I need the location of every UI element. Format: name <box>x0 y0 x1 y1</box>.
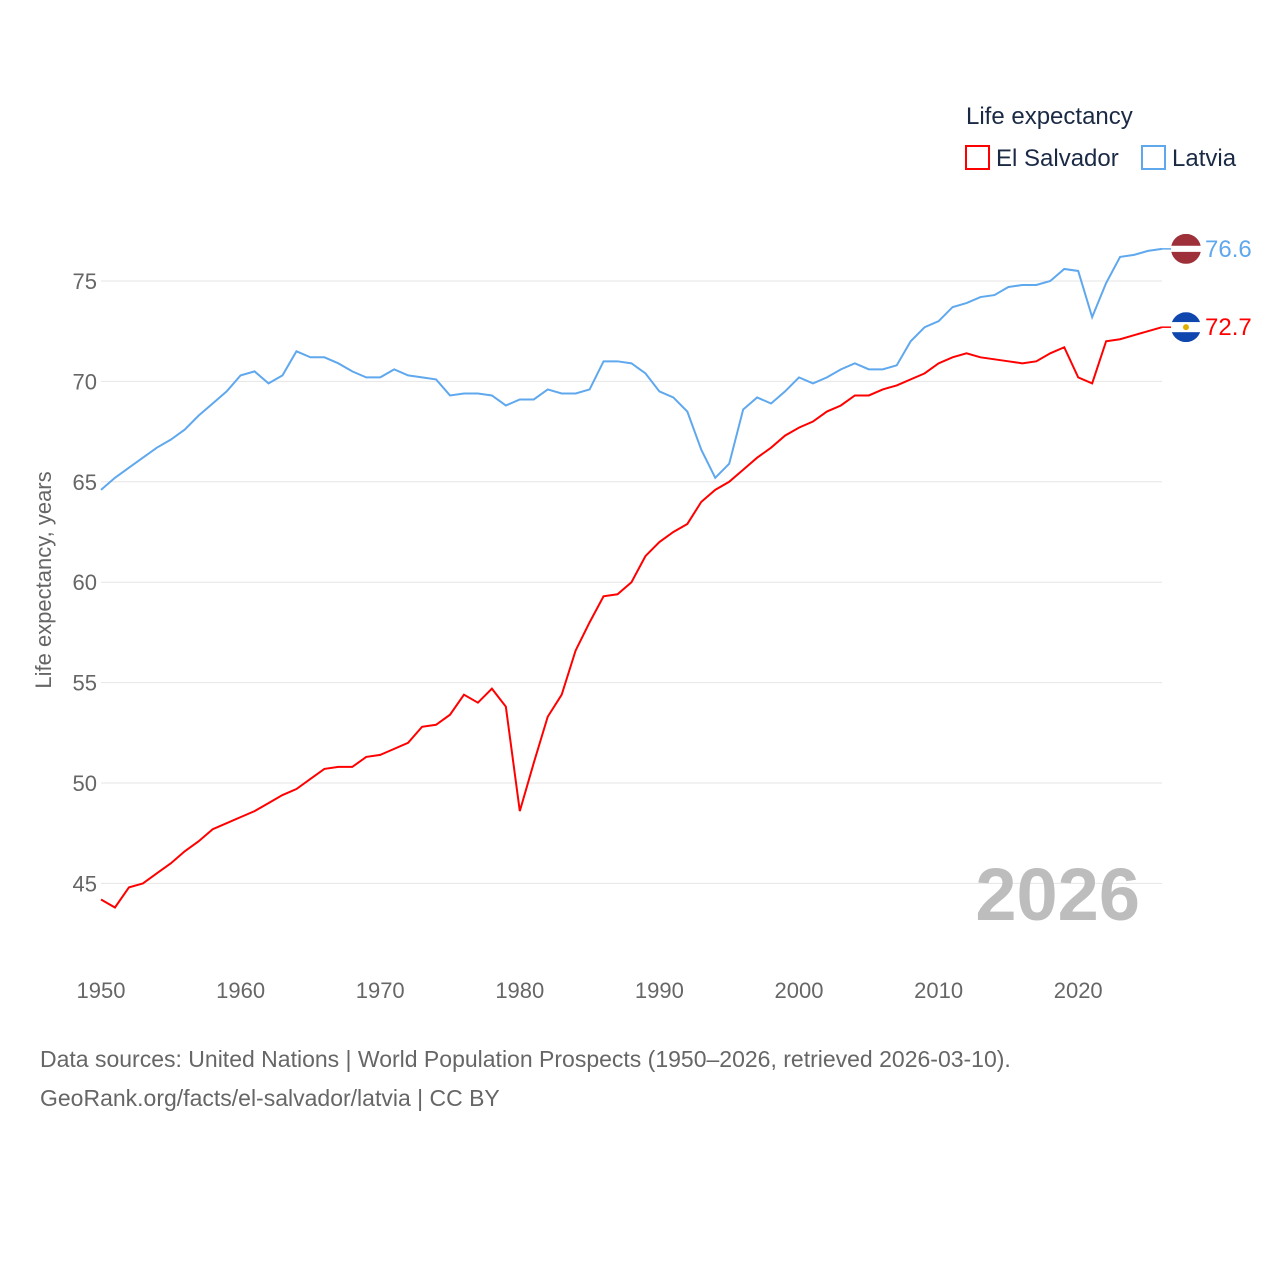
y-tick-label: 75 <box>73 269 97 294</box>
end-value-label: 76.6 <box>1205 236 1252 263</box>
y-tick-label: 65 <box>73 470 97 495</box>
year-watermark: 2026 <box>975 853 1140 936</box>
x-tick-label: 2010 <box>914 978 963 1003</box>
x-tick-label: 1990 <box>635 978 684 1003</box>
x-tick-label: 1950 <box>77 978 126 1003</box>
end-value-label: 72.7 <box>1205 314 1252 341</box>
source-link[interactable]: GeoRank.org/facts/el-salvador/latvia | C… <box>40 1085 500 1111</box>
y-tick-label: 50 <box>73 771 97 796</box>
y-tick-label: 70 <box>73 369 97 394</box>
legend-label-latvia: Latvia <box>1172 145 1237 172</box>
source-note: Data sources: United Nations | World Pop… <box>40 1046 1011 1072</box>
legend-swatch-el-salvador <box>965 145 990 170</box>
flag-icon-latvia <box>1171 233 1201 264</box>
legend-swatch-latvia <box>1141 145 1166 170</box>
x-tick-label: 2000 <box>775 978 824 1003</box>
x-tick-label: 1970 <box>356 978 405 1003</box>
y-tick-label: 45 <box>73 871 97 896</box>
y-tick-label: 55 <box>73 671 97 696</box>
y-tick-label: 60 <box>73 570 97 595</box>
series-line-el-salvador[interactable] <box>100 326 1163 909</box>
legend-title: Life expectancy <box>966 103 1133 130</box>
legend-item-el-salvador[interactable]: El Salvador <box>965 145 1119 172</box>
legend-item-latvia[interactable]: Latvia <box>1141 145 1237 172</box>
y-axis-label: Life expectancy, years <box>31 471 56 688</box>
flag-icon-el-salvador <box>1171 312 1201 343</box>
x-tick-label: 2020 <box>1054 978 1103 1003</box>
x-tick-label: 1960 <box>216 978 265 1003</box>
x-tick-label: 1980 <box>495 978 544 1003</box>
series-line-latvia[interactable] <box>100 247 1163 491</box>
legend-label-el-salvador: El Salvador <box>996 145 1119 172</box>
